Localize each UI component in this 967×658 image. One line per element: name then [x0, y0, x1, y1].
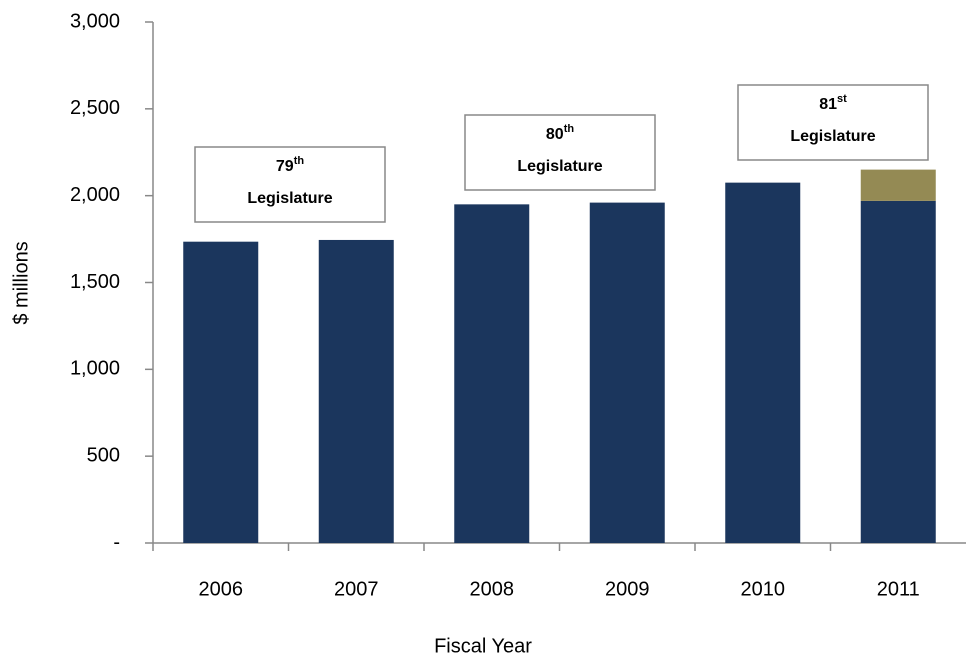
annotation-suffix: st — [837, 93, 847, 105]
annotation-ordinal: 81 — [819, 96, 837, 113]
bar — [318, 239, 394, 543]
annotation-title: 79th — [276, 155, 304, 175]
bar — [860, 200, 936, 544]
bar — [183, 241, 259, 543]
y-tick-label: 500 — [87, 444, 120, 466]
annotation-box — [464, 114, 656, 191]
annotation-ordinal: 80 — [546, 126, 564, 143]
bar — [860, 169, 936, 201]
annotation-text: Legislature — [517, 158, 602, 175]
x-axis-label: Fiscal Year — [434, 635, 532, 657]
annotation-text: Legislature — [247, 190, 332, 207]
bar — [589, 202, 665, 543]
bar — [725, 182, 801, 543]
annotation-title: 80th — [546, 123, 574, 143]
x-tick-label: 2010 — [741, 578, 786, 600]
x-tick-label: 2011 — [877, 578, 920, 600]
annotation-suffix: th — [294, 155, 305, 167]
annotation-box — [737, 84, 929, 161]
x-tick-label: 2008 — [470, 578, 515, 600]
y-tick-label: 3,000 — [70, 10, 120, 32]
annotation-title: 81st — [819, 93, 847, 113]
x-tick-label: 2007 — [334, 578, 379, 600]
y-tick-label: - — [113, 531, 120, 553]
annotation-box — [194, 146, 386, 223]
bar — [454, 204, 530, 543]
x-tick-label: 2009 — [605, 578, 650, 600]
y-axis-label: $ millions — [10, 241, 32, 324]
x-tick-label: 2006 — [199, 578, 244, 600]
y-tick-label: 1,000 — [70, 358, 120, 380]
y-tick-label: 1,500 — [70, 271, 120, 293]
y-tick-label: 2,000 — [70, 184, 120, 206]
annotation-suffix: th — [564, 123, 575, 135]
annotation-ordinal: 79 — [276, 158, 294, 175]
annotation-text: Legislature — [790, 128, 875, 145]
y-tick-label: 2,500 — [70, 97, 120, 119]
